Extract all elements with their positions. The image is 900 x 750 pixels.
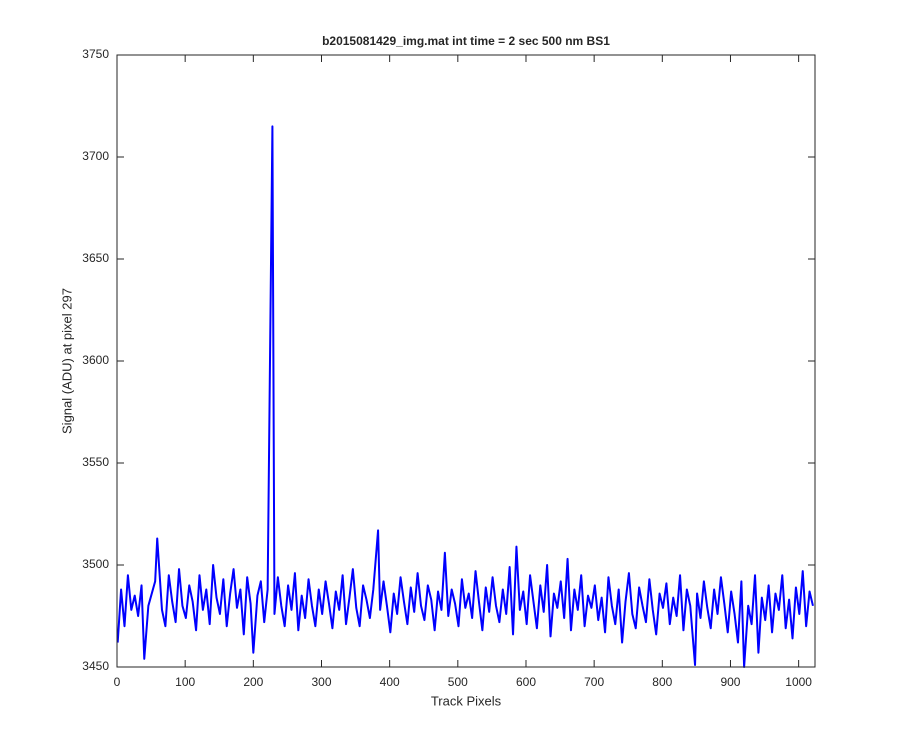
y-tick-label: 3650 xyxy=(82,251,109,265)
x-tick-label: 1000 xyxy=(785,675,812,689)
x-tick-label: 400 xyxy=(380,675,400,689)
y-tick-label: 3550 xyxy=(82,455,109,469)
x-tick-label: 300 xyxy=(311,675,331,689)
x-tick-label: 600 xyxy=(516,675,536,689)
x-tick-label: 100 xyxy=(175,675,195,689)
data-line xyxy=(116,125,814,668)
x-tick-label: 900 xyxy=(720,675,740,689)
chart-title: b2015081429_img.mat int time = 2 sec 500… xyxy=(322,34,610,48)
y-tick-label: 3700 xyxy=(82,149,109,163)
x-tick-label: 500 xyxy=(448,675,468,689)
x-tick-label: 0 xyxy=(114,675,121,689)
y-tick-label: 3500 xyxy=(82,557,109,571)
y-tick-label: 3750 xyxy=(82,47,109,61)
x-tick-label: 800 xyxy=(652,675,672,689)
x-tick-label: 200 xyxy=(243,675,263,689)
x-axis-label: Track Pixels xyxy=(431,693,502,708)
y-axis-label: Signal (ADU) at pixel 297 xyxy=(59,288,74,434)
x-tick-label: 700 xyxy=(584,675,604,689)
y-tick-label: 3450 xyxy=(82,659,109,673)
plot-frame xyxy=(116,54,816,668)
y-tick-label: 3600 xyxy=(82,353,109,367)
